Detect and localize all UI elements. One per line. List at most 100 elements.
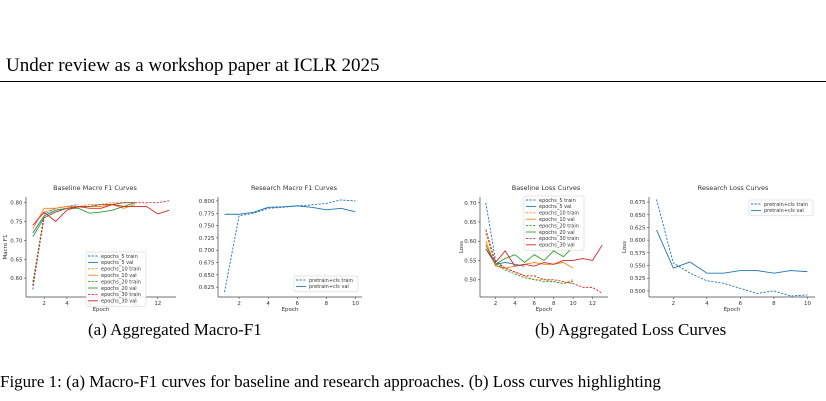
- series-line-epochs-10-val: [32, 204, 136, 230]
- series-line-epochs-5-val: [32, 206, 79, 234]
- y-tick-label: 0.80: [10, 201, 23, 207]
- chart-title: Research Macro F1 Curves: [251, 184, 338, 192]
- chart-title: Baseline Loss Curves: [512, 184, 581, 192]
- chart-title: Research Loss Curves: [698, 184, 769, 192]
- x-tick-label: 10: [570, 301, 577, 307]
- chart-research-f1: Research Macro F1 Curves 2 4 6 8 10 0.625 0.650…: [199, 184, 362, 312]
- x-tick-label: 6: [533, 301, 537, 307]
- x-axis-label: Epoch: [93, 307, 110, 312]
- chart-baseline-loss: Baseline Loss Curves 2 4 6 8 10 12 0.50 0.55 0.60…: [459, 184, 608, 312]
- legend-label: epochs_20 train: [101, 279, 141, 285]
- series-line-epochs-20-train: [485, 229, 574, 284]
- y-tick-label: 0.70: [10, 238, 23, 244]
- y-axis-label: Loss: [459, 241, 465, 253]
- chart-title: Baseline Macro F1 Curves: [53, 184, 137, 192]
- legend-label: epochs_5 val: [539, 204, 572, 210]
- legend-label: epochs_10 val: [539, 217, 575, 223]
- series-line-pretrain-cls-val: [224, 205, 356, 215]
- series-line-pretrain-cls-val: [656, 229, 808, 274]
- y-tick-label: 0.65: [10, 257, 23, 263]
- y-tick-label: 0.60: [10, 276, 23, 282]
- y-tick-label: 0.50: [464, 278, 477, 284]
- legend-label: epochs_5 train: [539, 198, 576, 204]
- y-tick-label: 0.75: [10, 220, 23, 226]
- legend-label: epochs_20 val: [101, 286, 137, 292]
- series-line-pretrain-cls-train: [656, 199, 808, 297]
- y-tick-label: 0.650: [199, 273, 215, 279]
- x-tick-label: 4: [513, 301, 517, 307]
- x-tick-label: 12: [589, 301, 596, 307]
- y-tick-label: 0.550: [630, 264, 646, 270]
- y-tick-label: 0.575: [630, 251, 646, 257]
- legend-label: pretrain+cls val: [764, 208, 804, 214]
- y-tick-label: 0.775: [199, 211, 215, 217]
- x-axis-label: Epoch: [724, 307, 741, 312]
- y-tick-label: 0.725: [199, 236, 215, 242]
- legend-label: pretrain+cls train: [764, 202, 808, 208]
- caption-a: (a) Aggregated Macro-F1: [88, 320, 262, 339]
- legend-label: epochs_30 train: [539, 236, 579, 242]
- legend-box: [85, 251, 147, 307]
- x-tick-label: 4: [65, 301, 69, 307]
- x-axis-label: Epoch: [282, 307, 299, 312]
- y-tick-label: 0.55: [464, 258, 477, 264]
- y-tick-label: 0.700: [199, 248, 215, 254]
- y-tick-label: 0.750: [199, 224, 215, 230]
- legend-box: [523, 195, 585, 251]
- y-tick-label: 0.675: [199, 261, 215, 267]
- running-header: Under review as a workshop paper at ICLR…: [6, 55, 380, 76]
- y-tick-label: 0.500: [630, 289, 646, 295]
- y-axis-label: Macro F1: [3, 234, 9, 259]
- y-tick-label: 0.65: [464, 220, 477, 226]
- x-tick-label: 2: [672, 301, 676, 307]
- legend-label: epochs_10 train: [539, 211, 579, 217]
- series-line-epochs-30-val: [485, 244, 603, 267]
- x-tick-label: 6: [296, 301, 300, 307]
- x-tick-label: 10: [352, 301, 359, 307]
- x-tick-label: 2: [237, 301, 241, 307]
- series-line-epochs-10-train: [32, 202, 136, 286]
- series-line-epochs-30-train: [32, 200, 170, 286]
- legend-label: epochs_10 train: [101, 267, 141, 273]
- legend-box: [748, 199, 814, 217]
- legend-label: pretrain+cls train: [309, 278, 353, 284]
- chart-research-loss: Research Loss Curves 2 4 6 8 10 0.500 0.525 0.55…: [622, 184, 815, 312]
- x-axis-label: Epoch: [536, 307, 553, 312]
- legend-label: epochs_5 val: [101, 260, 134, 266]
- legend-label: epochs_20 train: [539, 223, 579, 229]
- x-tick-label: 8: [325, 301, 329, 307]
- series-line-epochs-5-val: [485, 248, 525, 267]
- legend-label: epochs_30 val: [539, 243, 575, 249]
- series-line-epochs-20-train: [32, 202, 136, 282]
- x-tick-label: 8: [552, 301, 556, 307]
- y-tick-label: 0.60: [464, 239, 477, 245]
- y-tick-label: 0.800: [199, 199, 215, 205]
- chart-baseline-f1: Baseline Macro F1 Curves246810120.600.65…: [3, 184, 176, 312]
- x-tick-label: 2: [494, 301, 498, 307]
- x-tick-label: 4: [705, 301, 709, 307]
- header-rule: [0, 81, 826, 82]
- y-tick-label: 0.625: [630, 225, 646, 231]
- y-axis-label: Loss: [622, 241, 628, 253]
- series-line-epochs-30-train: [485, 229, 603, 294]
- legend-label: epochs_10 val: [101, 273, 137, 279]
- series-line-epochs-20-val: [32, 202, 136, 237]
- y-tick-label: 0.600: [630, 238, 646, 244]
- y-tick-label: 0.625: [199, 285, 215, 291]
- legend-label: epochs_20 val: [539, 230, 575, 236]
- series-line-epochs-30-val: [32, 204, 170, 226]
- x-tick-label: 10: [804, 301, 811, 307]
- y-tick-label: 0.675: [630, 200, 646, 206]
- y-tick-label: 0.525: [630, 276, 646, 282]
- caption-b: (b) Aggregated Loss Curves: [535, 320, 727, 339]
- series-line-epochs-20-val: [485, 244, 574, 265]
- figure-caption: Figure 1: (a) Macro-F1 curves for baseli…: [0, 372, 661, 391]
- x-tick-label: 6: [739, 301, 743, 307]
- y-tick-label: 0.650: [630, 213, 646, 219]
- x-tick-label: 4: [266, 301, 270, 307]
- legend-label: epochs_30 train: [101, 292, 141, 298]
- legend-box: [293, 275, 359, 293]
- x-tick-label: 8: [772, 301, 776, 307]
- y-tick-label: 0.70: [464, 201, 477, 207]
- legend-label: epochs_30 val: [101, 299, 137, 305]
